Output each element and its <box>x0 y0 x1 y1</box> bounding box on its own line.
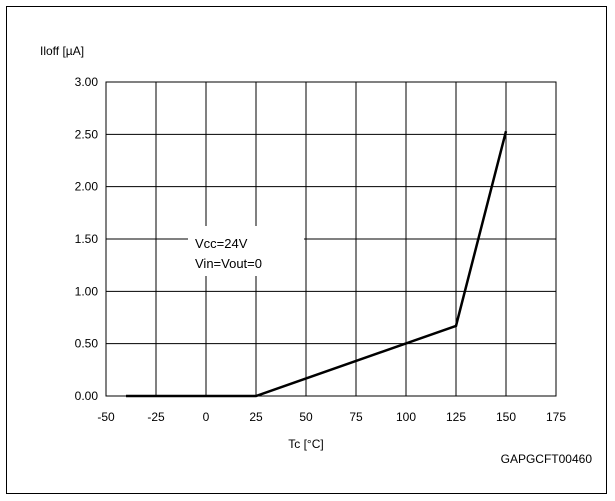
x-tick-label: 175 <box>546 410 566 424</box>
annotation-vcc: Vcc=24V <box>195 236 248 251</box>
y-tick-label: 2.00 <box>75 180 99 194</box>
figure-code: GAPGCFT00460 <box>501 452 593 466</box>
x-tick-label: 50 <box>299 410 313 424</box>
x-tick-label: 100 <box>396 410 416 424</box>
x-axis-label: Tc [°C] <box>288 437 323 451</box>
x-tick-label: 25 <box>249 410 263 424</box>
x-tick-label: -50 <box>97 410 115 424</box>
x-tick-label: 150 <box>496 410 516 424</box>
x-tick-label: -25 <box>147 410 165 424</box>
x-tick-labels: -50 -25 0 25 50 75 100 125 150 175 <box>97 410 566 424</box>
y-tick-label: 3.00 <box>75 75 99 89</box>
y-tick-label: 0.00 <box>75 389 99 403</box>
annotation-vin-vout: Vin=Vout=0 <box>195 256 262 271</box>
grid <box>105 81 557 397</box>
x-tick-label: 125 <box>446 410 466 424</box>
x-tick-label: 0 <box>203 410 210 424</box>
y-tick-label: 0.50 <box>75 337 99 351</box>
plot-area <box>105 81 557 397</box>
y-tick-label: 2.50 <box>75 127 99 141</box>
y-tick-label: 1.00 <box>75 284 99 298</box>
annotation-background <box>188 226 304 276</box>
y-axis-label: Iloff [µA] <box>40 44 84 58</box>
series-line <box>126 130 508 398</box>
y-tick-label: 1.50 <box>75 232 99 246</box>
chart-frame <box>6 6 607 494</box>
y-tick-labels: 0.00 0.50 1.00 1.50 2.00 2.50 3.00 <box>75 75 99 403</box>
x-tick-label: 75 <box>349 410 363 424</box>
series-layer <box>126 130 508 398</box>
